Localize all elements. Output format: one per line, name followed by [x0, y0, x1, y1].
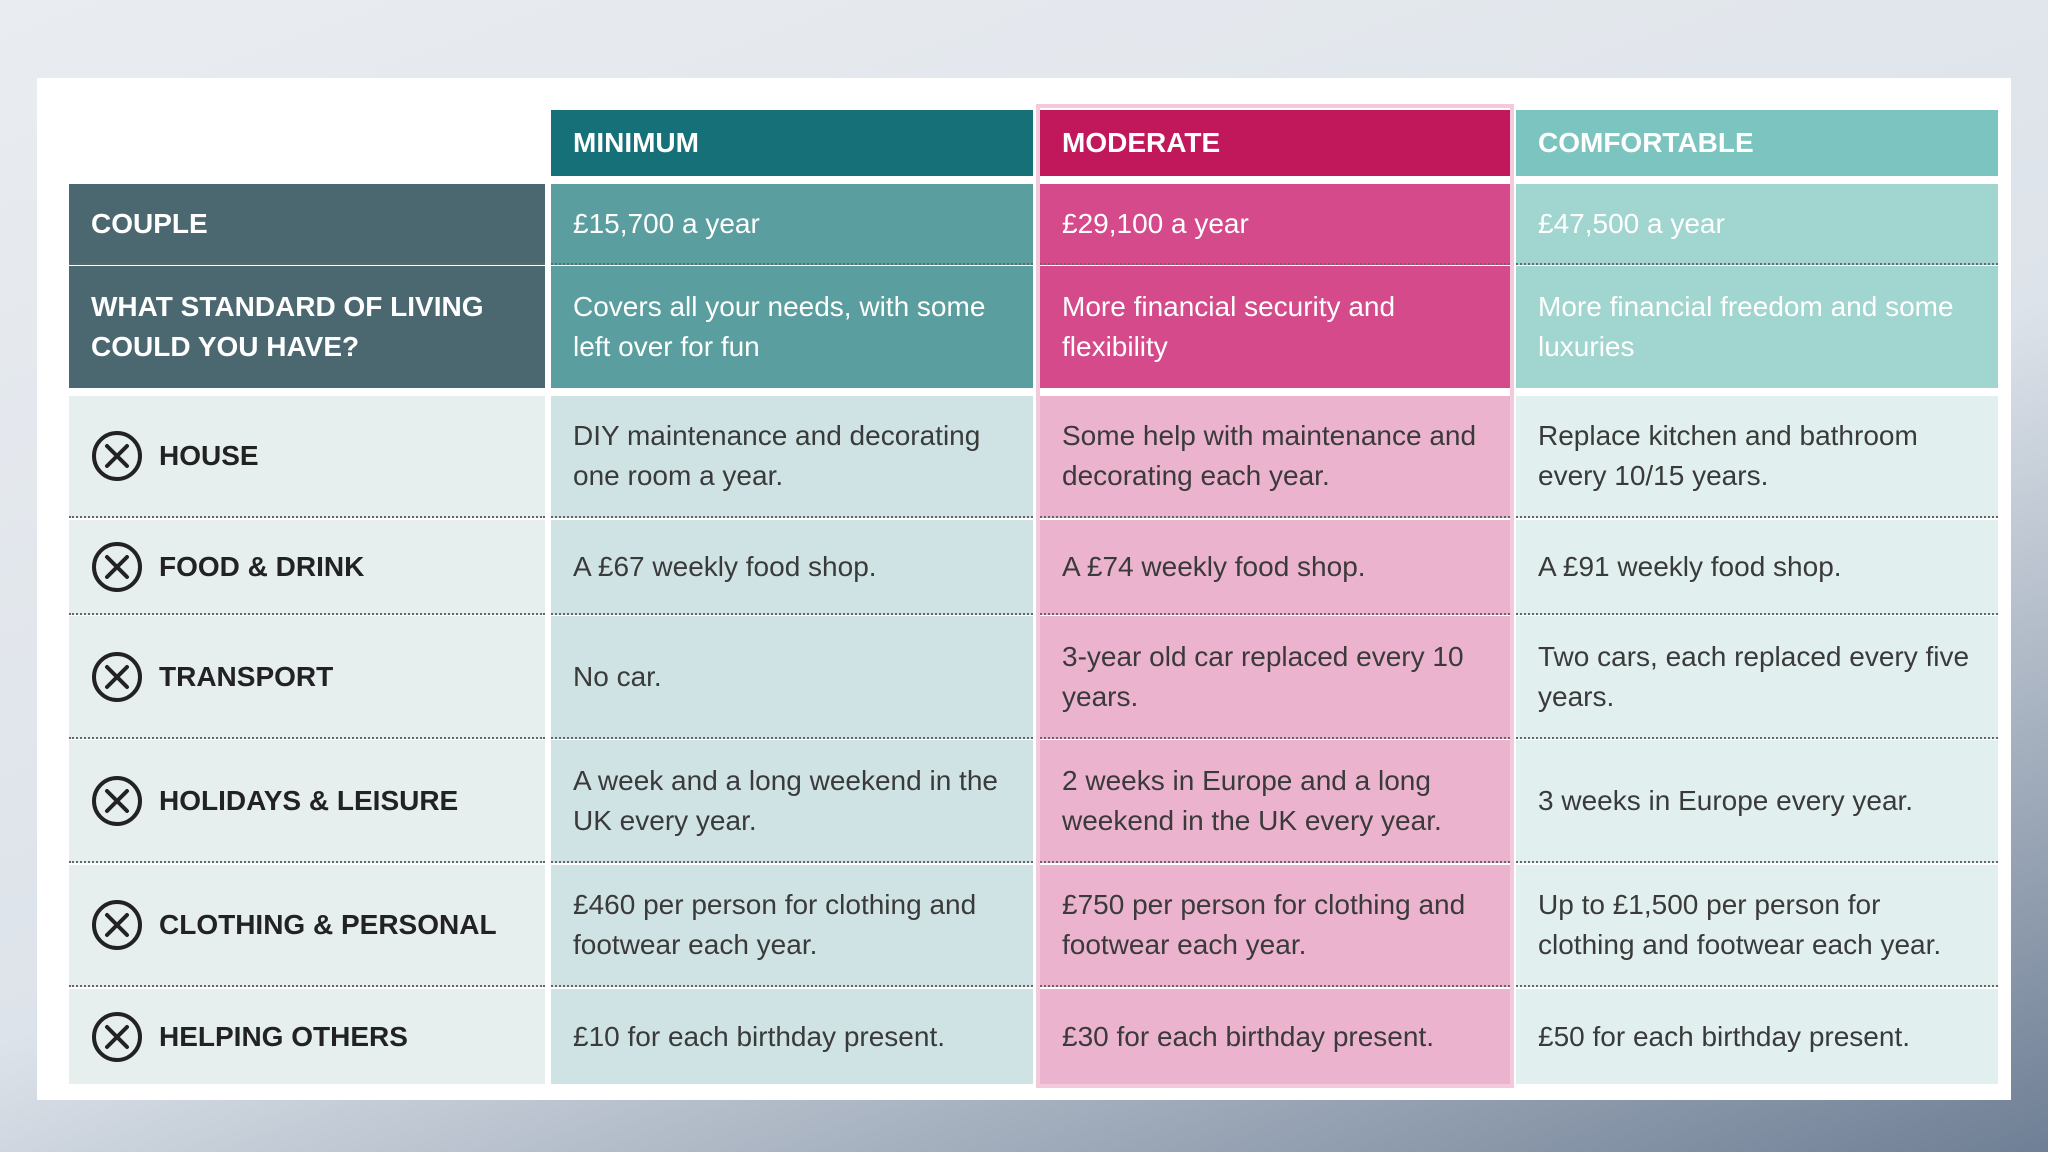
row-label: HELPING OTHERS	[69, 989, 545, 1084]
cell-text: HELPING OTHERS	[159, 1020, 408, 1052]
cell: £29,100 a year	[1040, 184, 1510, 265]
cell-text: 2 weeks in Europe and a long weekend in …	[1062, 764, 1442, 836]
cell: 3-year old car replaced every 10 years.	[1040, 616, 1510, 739]
cell: 3 weeks in Europe every year.	[1516, 740, 1998, 863]
table-panel: MINIMUM MODERATE COMFORTABLE COUPLE £15,700 …	[37, 78, 2011, 1100]
cell-text: MINIMUM	[573, 127, 699, 158]
column-header: COMFORTABLE	[1516, 110, 1998, 176]
cell-text: Up to £1,500 per person for clothing and…	[1538, 889, 1942, 960]
cell: £47,500 a year	[1516, 184, 1998, 265]
row-label: CLOTHING & PERSONAL	[69, 865, 545, 987]
cell-text: A £67 weekly food shop.	[573, 550, 877, 582]
cell-text: DIY maintenance and decorating one room …	[573, 420, 981, 491]
cell-text: £750 per person for clothing and footwea…	[1062, 889, 1466, 960]
row-icon	[92, 900, 142, 950]
cell-text: 3 weeks in Europe every year.	[1538, 784, 1914, 816]
cell-text: £10 for each birthday present.	[573, 1020, 946, 1052]
cell-text: A £91 weekly food shop.	[1538, 550, 1842, 582]
cell-text: MODERATE	[1062, 127, 1221, 158]
cell: £30 for each birthday present.	[1040, 989, 1510, 1084]
cell: No car.	[551, 616, 1033, 739]
cell-text: More financial security and flexibility	[1062, 291, 1396, 362]
cell-text: HOLIDAYS & LEISURE	[159, 784, 459, 816]
cell-text: £47,500 a year	[1538, 207, 1725, 239]
cell-text: CLOTHING & PERSONAL	[159, 909, 497, 940]
cell-text: £15,700 a year	[573, 207, 760, 239]
cell: £50 for each birthday present.	[1516, 989, 1998, 1084]
cell: A £74 weekly food shop.	[1040, 520, 1510, 615]
row-label: HOLIDAYS & LEISURE	[69, 740, 545, 863]
row-label: TRANSPORT	[69, 616, 545, 739]
cell-text: Two cars, each replaced every five years…	[1538, 640, 1970, 712]
cell-text: No car.	[573, 660, 662, 692]
cell-text: 3-year old car replaced every 10 years.	[1062, 640, 1464, 712]
cell: Up to £1,500 per person for clothing and…	[1516, 865, 1998, 987]
cell: £10 for each birthday present.	[551, 989, 1033, 1084]
cell: DIY maintenance and decorating one room …	[551, 396, 1033, 518]
cell-text: FOOD & DRINK	[159, 550, 365, 582]
moderate-highlight	[1036, 104, 1514, 1088]
cell: A week and a long weekend in the UK ever…	[551, 740, 1033, 863]
column-header: MINIMUM	[551, 110, 1033, 176]
cell-text: A week and a long weekend in the UK ever…	[573, 764, 998, 836]
cell-text: £30 for each birthday present.	[1062, 1020, 1435, 1052]
cell-text: HOUSE	[159, 440, 259, 471]
row-label: HOUSE	[69, 396, 545, 518]
cell: More financial security and flexibility	[1040, 266, 1510, 388]
cell-text: Covers all your needs, with some left ov…	[573, 291, 986, 362]
cell: £750 per person for clothing and footwea…	[1040, 865, 1510, 987]
cell: A £67 weekly food shop.	[551, 520, 1033, 615]
cell: 2 weeks in Europe and a long weekend in …	[1040, 740, 1510, 863]
cell: Two cars, each replaced every five years…	[1516, 616, 1998, 739]
cell-text: COUPLE	[91, 207, 208, 239]
cell-text: £460 per person for clothing and footwea…	[573, 889, 977, 960]
cell-text: More financial freedom and some luxuries	[1538, 291, 1954, 362]
row-icon	[92, 431, 142, 481]
cell-text: £50 for each birthday present.	[1538, 1020, 1911, 1052]
row-icon	[92, 651, 142, 702]
cell-text: WHAT STANDARD OF LIVING COULD YOU HAVE?	[91, 291, 484, 362]
cell: A £91 weekly food shop.	[1516, 520, 1998, 615]
cell-text: A £74 weekly food shop.	[1062, 550, 1366, 582]
row-label: COUPLE	[69, 184, 545, 265]
cell: Some help with maintenance and decoratin…	[1040, 396, 1510, 518]
cell-text: Some help with maintenance and decoratin…	[1062, 420, 1477, 491]
row-icon	[92, 541, 142, 592]
cell: Covers all your needs, with some left ov…	[551, 266, 1033, 388]
row-icon	[92, 1011, 142, 1062]
cell: £15,700 a year	[551, 184, 1033, 265]
cell-text: TRANSPORT	[159, 660, 334, 692]
cell: £460 per person for clothing and footwea…	[551, 865, 1033, 987]
cell: More financial freedom and some luxuries	[1516, 266, 1998, 388]
row-label: FOOD & DRINK	[69, 520, 545, 615]
cell-text: Replace kitchen and bathroom every 10/15…	[1538, 420, 1918, 491]
cell: Replace kitchen and bathroom every 10/15…	[1516, 396, 1998, 518]
row-label: WHAT STANDARD OF LIVING COULD YOU HAVE?	[69, 266, 545, 388]
row-icon	[92, 775, 142, 826]
column-header: MODERATE	[1040, 110, 1510, 176]
cell-text: £29,100 a year	[1062, 207, 1249, 239]
cell-text: COMFORTABLE	[1538, 127, 1754, 158]
